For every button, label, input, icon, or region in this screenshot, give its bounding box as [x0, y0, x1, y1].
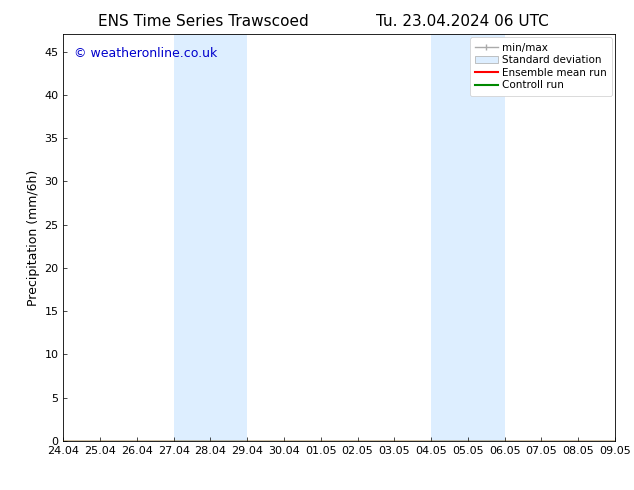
Text: ENS Time Series Trawscoed: ENS Time Series Trawscoed	[98, 14, 308, 29]
Legend: min/max, Standard deviation, Ensemble mean run, Controll run: min/max, Standard deviation, Ensemble me…	[470, 37, 612, 96]
Y-axis label: Precipitation (mm/6h): Precipitation (mm/6h)	[27, 170, 40, 306]
Text: © weatheronline.co.uk: © weatheronline.co.uk	[74, 47, 217, 59]
Bar	[431, 34, 505, 441]
Bar	[174, 34, 247, 441]
Text: Tu. 23.04.2024 06 UTC: Tu. 23.04.2024 06 UTC	[377, 14, 549, 29]
